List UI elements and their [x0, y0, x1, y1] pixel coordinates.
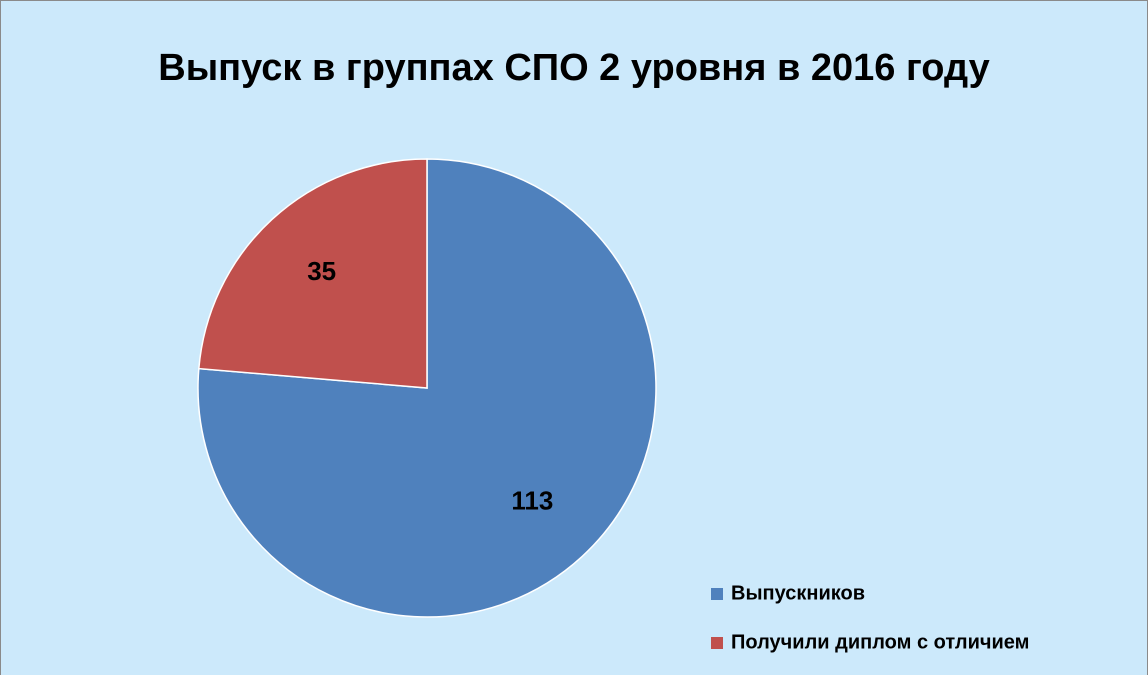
- chart-title: Выпуск в группах СПО 2 уровня в 2016 год…: [158, 47, 990, 89]
- legend-label: Выпускников: [731, 582, 865, 604]
- legend-label: Получили диплом с отличием: [731, 631, 1029, 653]
- legend-swatch: [711, 588, 723, 600]
- legend-swatch: [711, 637, 723, 649]
- pie-slice: [198, 158, 428, 389]
- data-label: 113: [511, 486, 553, 516]
- data-label: 35: [307, 256, 336, 286]
